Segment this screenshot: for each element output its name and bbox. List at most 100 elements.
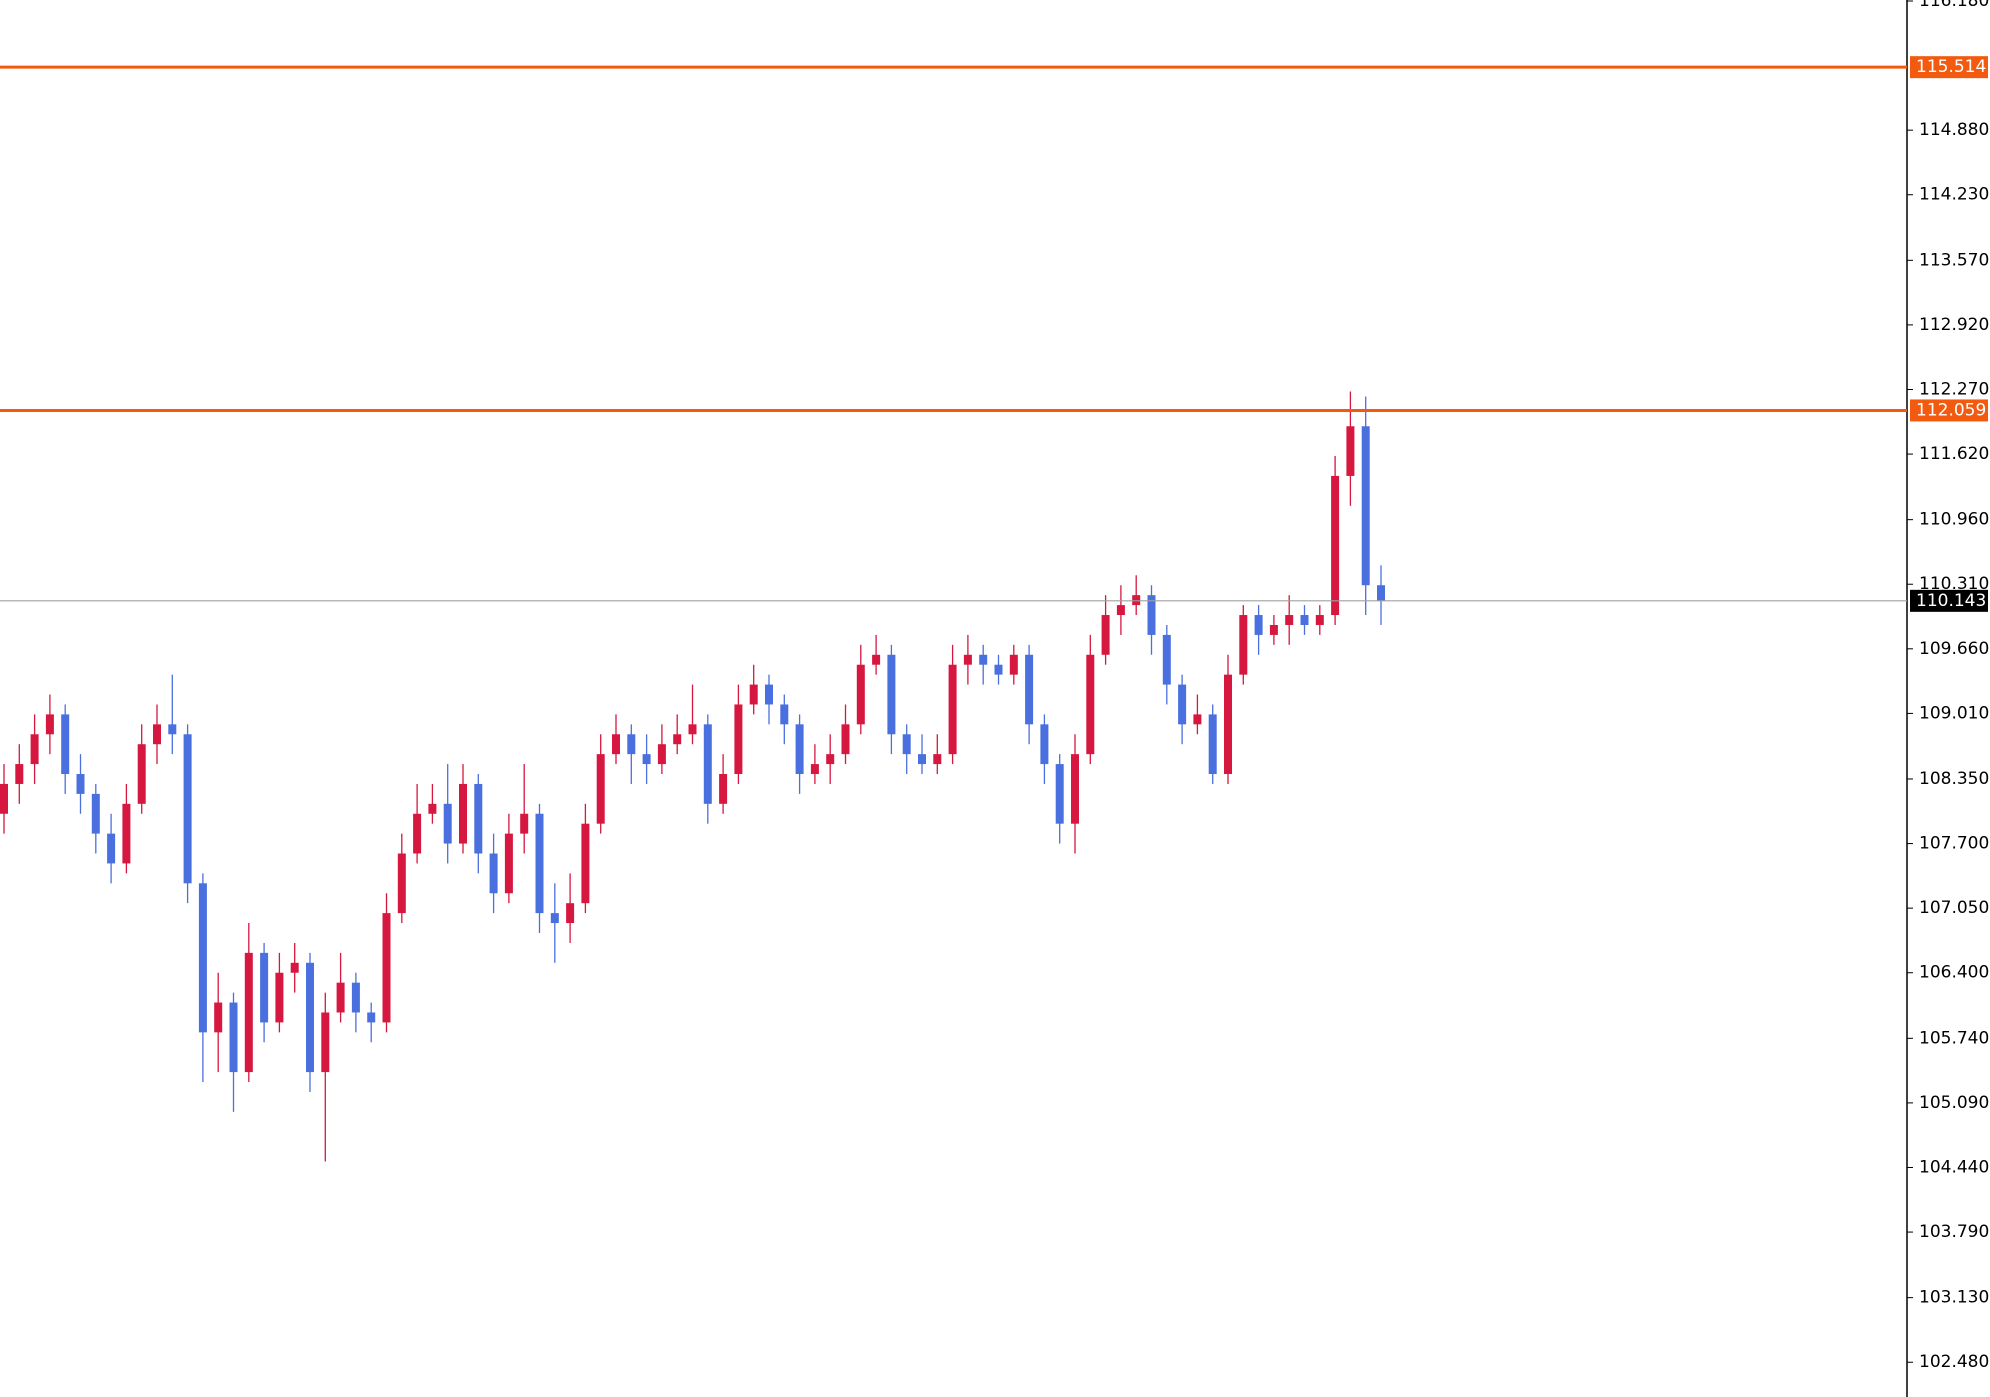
candle-body <box>933 754 942 765</box>
price-level-box <box>1910 56 1988 79</box>
candle-body <box>1178 684 1187 725</box>
candle-body <box>61 714 70 775</box>
candle-body <box>1239 615 1248 675</box>
price-level-label: 112.059 <box>1916 400 1986 420</box>
candle-body <box>306 962 314 1073</box>
candle-body <box>153 724 161 745</box>
candle-body <box>275 972 284 1023</box>
candle-body <box>137 744 146 804</box>
y-tick-label: 105.090 <box>1919 1093 1989 1113</box>
y-tick-label: 109.660 <box>1919 639 1989 659</box>
candle-body <box>1101 615 1110 655</box>
candle-body <box>1224 674 1232 775</box>
y-tick-label: 109.010 <box>1919 703 1989 723</box>
candle-body <box>673 734 682 745</box>
y-tick-label: 104.440 <box>1919 1157 1989 1177</box>
y-tick-label: 102.480 <box>1919 1352 1989 1372</box>
price-level-label: 115.514 <box>1916 57 1986 77</box>
candle-body <box>413 813 422 854</box>
candle-body <box>1208 714 1217 775</box>
candle-body <box>596 754 605 824</box>
candle-body <box>336 982 345 1013</box>
candle-body <box>550 913 559 924</box>
candle-body <box>1147 595 1156 635</box>
candle-body <box>428 803 437 814</box>
candle-body <box>841 724 850 755</box>
candle-body <box>856 664 865 725</box>
candle-body <box>1285 615 1294 625</box>
candle-body <box>520 813 529 834</box>
y-tick-label: 112.270 <box>1919 379 1989 399</box>
candle-body <box>260 952 269 1023</box>
candle-body <box>443 803 452 844</box>
candle-body <box>183 734 192 884</box>
candle-body <box>1116 605 1125 616</box>
y-tick-label: 105.740 <box>1919 1028 1989 1048</box>
candle-body <box>474 783 483 854</box>
candle-body <box>122 803 131 864</box>
candle-body <box>1162 634 1171 685</box>
candle-body <box>795 724 804 775</box>
candle-body <box>780 704 789 725</box>
candle-body <box>734 704 743 775</box>
candle-body <box>688 724 697 735</box>
candle-body <box>979 654 988 665</box>
y-tick-label: 110.310 <box>1919 574 1989 594</box>
candle-body <box>749 684 758 705</box>
candle-body <box>382 913 391 1023</box>
candle-body <box>1315 615 1324 625</box>
candle-body <box>1071 754 1079 824</box>
candle-body <box>76 774 85 794</box>
candle-body <box>321 1012 330 1073</box>
candle-body <box>1055 764 1064 824</box>
candle-body <box>1361 426 1370 586</box>
candle-body <box>214 1002 223 1033</box>
candle-body <box>887 654 896 735</box>
candle-body <box>45 714 54 735</box>
y-tick-label: 114.880 <box>1919 120 1989 140</box>
candle-body <box>826 754 835 765</box>
y-tick-label: 113.570 <box>1919 250 1989 270</box>
candle-body <box>367 1012 376 1023</box>
candle-body <box>1346 426 1355 476</box>
y-tick-label: 107.700 <box>1919 834 1989 854</box>
candle-body <box>657 744 666 765</box>
candle-body <box>504 833 513 894</box>
candle-body <box>0 783 8 814</box>
candle-body <box>1331 475 1340 616</box>
y-tick-label: 112.920 <box>1919 315 1989 335</box>
candle-body <box>612 734 620 755</box>
candle-body <box>1132 595 1141 606</box>
candle-body <box>198 883 207 1033</box>
candle-body <box>1377 585 1385 601</box>
candle-body <box>489 853 498 894</box>
candle-body <box>765 684 773 705</box>
candle-body <box>1300 615 1309 625</box>
candle-body <box>244 952 253 1073</box>
candle-body <box>30 734 39 765</box>
candle-body <box>1025 654 1034 725</box>
y-tick-label: 108.350 <box>1919 769 1989 789</box>
candle-body <box>994 664 1003 675</box>
price-level-label: 110.143 <box>1916 591 1986 611</box>
candle-body <box>535 813 544 914</box>
candle-body <box>168 724 177 735</box>
candle-body <box>963 654 972 665</box>
candle-body <box>810 764 819 775</box>
candle-body <box>459 783 467 844</box>
y-tick-label: 116.180 <box>1919 0 1989 11</box>
candle-body <box>229 1002 238 1073</box>
candle-body <box>719 774 728 804</box>
candle-body <box>290 962 299 973</box>
candle-body <box>627 734 636 755</box>
candle-body <box>902 734 911 755</box>
y-tick-label: 111.620 <box>1919 444 1989 464</box>
price-level-box <box>1910 589 1988 612</box>
candle-body <box>581 823 590 904</box>
candle-body <box>872 654 881 665</box>
candle-body <box>351 982 360 1013</box>
candle-body <box>1040 724 1049 765</box>
candle-body <box>1254 615 1263 635</box>
